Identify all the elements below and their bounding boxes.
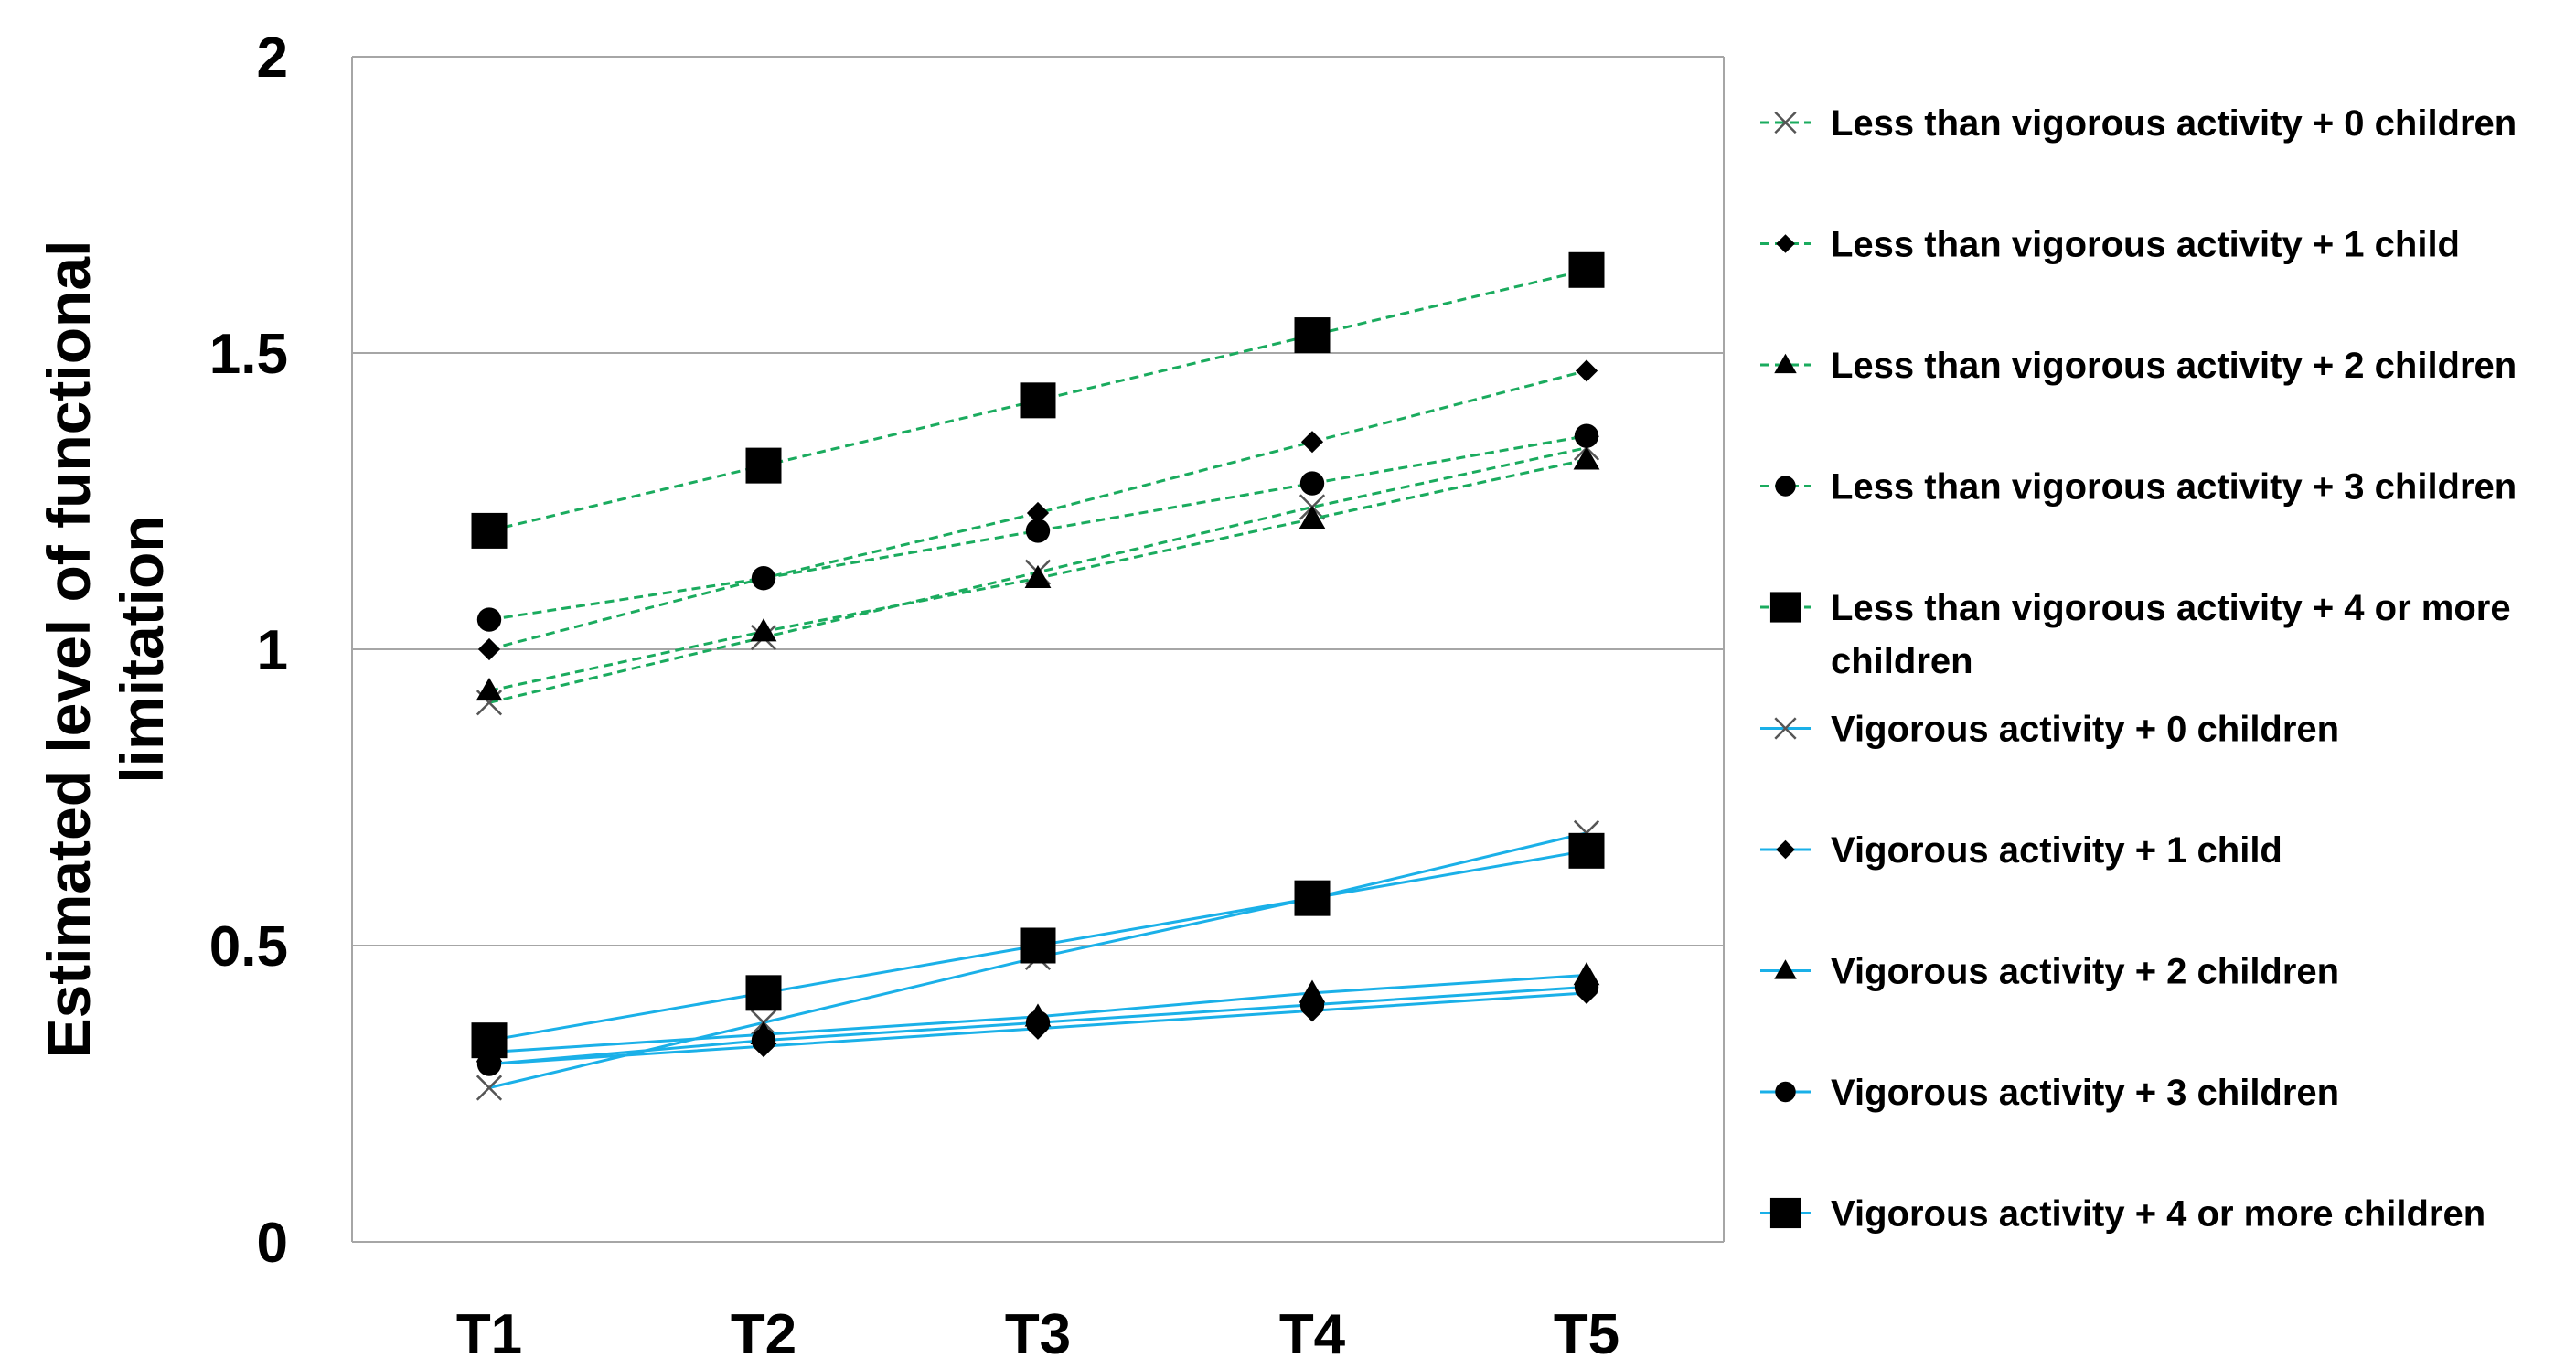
data-point xyxy=(1574,975,1599,1000)
data-point xyxy=(1020,382,1056,419)
data-point xyxy=(1025,1010,1051,1035)
data-point xyxy=(471,512,508,549)
axes: 0 0.5 1 1.5 2 T1 T2 T3 T4 T5 Estimated level of fu… xyxy=(35,27,1725,1358)
data-point xyxy=(476,677,503,701)
series-9 xyxy=(476,975,1599,1076)
data-point xyxy=(1294,317,1331,354)
legend-label: Less than vigorous activity + 4 or more c… xyxy=(1831,588,2511,681)
legend-entry: Less than vigorous activity + 0 children xyxy=(1760,103,2517,144)
data-point xyxy=(471,1022,508,1059)
legend-marker xyxy=(1775,1081,1796,1103)
legend: Less than vigorous activity + 0 children… xyxy=(1760,103,2517,1235)
data-point xyxy=(476,1075,503,1101)
data-point xyxy=(1299,506,1326,529)
series-3 xyxy=(476,446,1600,701)
data-point xyxy=(751,1028,776,1053)
data-point xyxy=(1299,992,1325,1018)
series-4 xyxy=(476,423,1599,632)
legend-label: Vigorous activity + 3 children xyxy=(1831,1073,2339,1113)
y-tick-label: 2 xyxy=(257,27,288,90)
data-point xyxy=(1574,423,1599,448)
data-point xyxy=(1568,251,1605,288)
legend-label: Less than vigorous activity + 2 children xyxy=(1831,346,2517,386)
data-point xyxy=(1573,446,1600,470)
series-line xyxy=(488,434,1587,622)
legend-label: Less than vigorous activity + 1 child xyxy=(1831,225,2460,265)
legend-entry: Less than vigorous activity + 1 child xyxy=(1760,225,2460,265)
series-line xyxy=(488,369,1587,651)
data-point xyxy=(1026,501,1050,525)
x-tick-label: T3 xyxy=(1005,1303,1071,1358)
series-10 xyxy=(471,832,1605,1059)
data-point xyxy=(745,447,782,484)
legend-entry: Vigorous activity + 0 children xyxy=(1760,710,2339,750)
legend-marker xyxy=(1774,353,1797,374)
y-tick-label: 1.5 xyxy=(209,323,288,386)
legend-entry: Less than vigorous activity + 4 or more c… xyxy=(1760,588,2511,681)
data-point xyxy=(1575,359,1598,382)
legend-entry: Less than vigorous activity + 3 children xyxy=(1760,467,2517,508)
legend-marker xyxy=(1774,717,1797,740)
data-point xyxy=(1299,471,1325,496)
legend-marker xyxy=(1774,111,1797,134)
legend-label: Vigorous activity + 2 children xyxy=(1831,952,2339,992)
y-tick-label: 1 xyxy=(257,619,288,682)
legend-marker xyxy=(1776,839,1795,860)
legend-entry: Less than vigorous activity + 2 children xyxy=(1760,346,2517,386)
legend-marker xyxy=(1774,959,1797,979)
data-point xyxy=(751,566,776,591)
x-tick-label: T1 xyxy=(456,1303,522,1358)
gridlines xyxy=(352,56,1724,946)
x-tick-label: T5 xyxy=(1554,1303,1619,1358)
x-tick-label: T4 xyxy=(1279,1303,1346,1358)
data-point xyxy=(1300,431,1324,454)
data-point xyxy=(1568,832,1605,869)
y-tick-label: 0 xyxy=(257,1212,288,1275)
legend-entry: Vigorous activity + 3 children xyxy=(1760,1073,2339,1113)
legend-entry: Vigorous activity + 1 child xyxy=(1760,830,2282,871)
data-point xyxy=(1020,927,1056,964)
data-point xyxy=(750,618,777,642)
x-tick-label: T2 xyxy=(731,1303,796,1358)
data-point xyxy=(1294,880,1331,916)
legend-marker xyxy=(1769,592,1801,623)
data-point xyxy=(745,975,782,1011)
y-axis-label: Estimated level of functionallimitation xyxy=(35,241,176,1059)
legend-entry: Vigorous activity + 4 or more children xyxy=(1760,1194,2485,1235)
legend-label: Vigorous activity + 4 or more children xyxy=(1831,1194,2485,1235)
legend-label: Vigorous activity + 1 child xyxy=(1831,830,2282,871)
legend-marker xyxy=(1776,234,1795,253)
legend-label: Less than vigorous activity + 0 children xyxy=(1831,103,2517,144)
series-group xyxy=(471,251,1605,1101)
legend-marker xyxy=(1769,1197,1801,1229)
y-tick-label: 0.5 xyxy=(209,915,288,978)
legend-entry: Vigorous activity + 2 children xyxy=(1760,952,2339,992)
series-5 xyxy=(471,251,1605,549)
data-point xyxy=(476,607,502,632)
legend-label: Less than vigorous activity + 3 children xyxy=(1831,467,2517,508)
data-point xyxy=(1024,564,1052,589)
legend-marker xyxy=(1775,476,1796,497)
legend-label: Vigorous activity + 0 children xyxy=(1831,710,2339,750)
data-point xyxy=(477,637,501,661)
data-point xyxy=(1025,519,1051,543)
